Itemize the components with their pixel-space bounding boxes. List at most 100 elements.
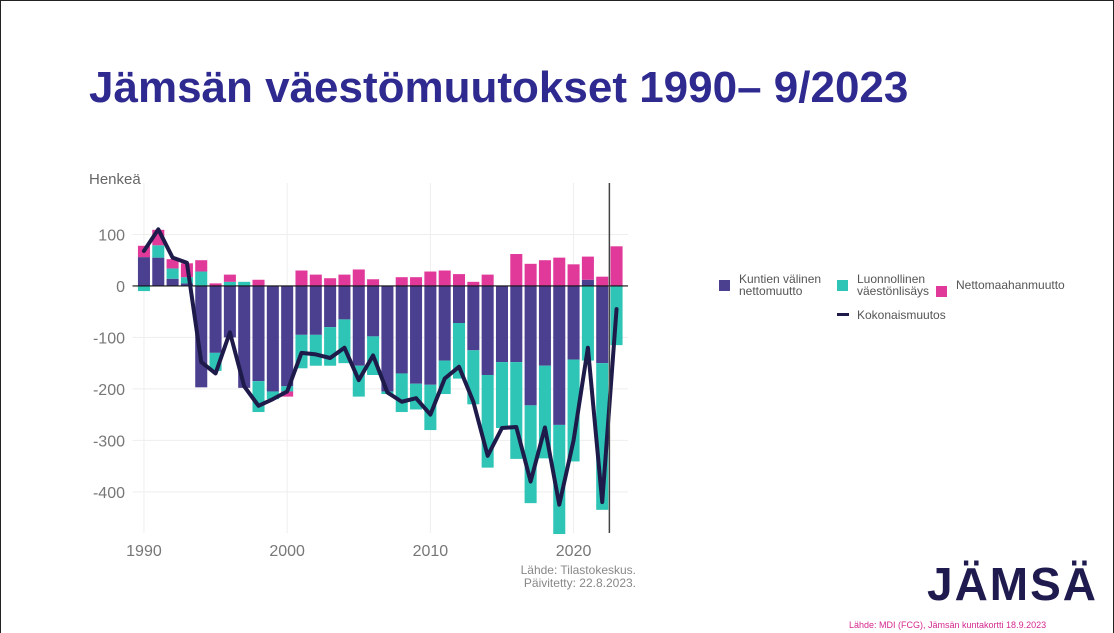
bar-segment (424, 271, 437, 286)
bar-segment (338, 274, 351, 286)
source-note: Päivitetty: 22.8.2023. (524, 576, 636, 590)
slide-title: Jämsän väestömuutokset 1990– 9/2023 (89, 63, 909, 112)
bar-segment (553, 424, 566, 535)
bar-segment (195, 260, 208, 272)
bar-segment (438, 285, 451, 361)
bar-segment (452, 285, 466, 323)
bar-segment (424, 384, 437, 431)
bar-segment (467, 285, 480, 351)
bar-segment (481, 285, 494, 375)
bar-segment (180, 277, 193, 284)
y-tick-label: -300 (93, 433, 125, 450)
bar-segment (238, 285, 251, 388)
y-axis-label: Henkeä (89, 171, 141, 188)
bar-segment (424, 285, 437, 385)
bar-segment (438, 270, 451, 286)
bar-segment (610, 246, 623, 286)
bar-segment (367, 279, 380, 286)
legend-label: Kokonaismuutos (857, 308, 946, 322)
bar-segment (452, 323, 466, 379)
bar-segment (538, 260, 551, 286)
bar-segment (338, 285, 351, 320)
bar-segment (524, 405, 537, 504)
bar-segment (367, 285, 380, 337)
bar-segment (538, 285, 551, 366)
bar-segment (137, 285, 150, 292)
bar-segment (395, 277, 408, 286)
bar-segment (166, 259, 179, 269)
bar-segment (567, 285, 580, 360)
bar-segment (410, 285, 423, 384)
x-tick-label: 2020 (556, 543, 592, 560)
bar-segment (381, 285, 394, 392)
bar-segment (295, 285, 308, 335)
bar-segment (481, 274, 494, 286)
bar-segment (166, 278, 179, 286)
total-line (141, 227, 619, 507)
bar-segment (524, 285, 537, 406)
bar-segment (495, 362, 508, 428)
bar-segment (137, 257, 150, 286)
bar-segment (495, 285, 508, 363)
bar-segment (553, 257, 566, 286)
bar-segment (152, 245, 165, 258)
y-tick-label: 0 (116, 279, 125, 296)
legend-label: Kuntien välinen nettomuutto (739, 272, 822, 298)
bar-segment (324, 285, 337, 328)
bar-segment (295, 270, 308, 286)
bar-segment (352, 285, 365, 366)
legend-swatch (837, 280, 848, 291)
bar-segment (510, 285, 523, 363)
bar-segment (166, 268, 179, 279)
y-tick-label: -400 (93, 485, 125, 502)
bar-segment (581, 256, 594, 280)
x-tick-label: 2000 (269, 543, 305, 560)
bar-segment (524, 263, 537, 286)
bar-segment (180, 283, 193, 286)
y-tick-label: 100 (98, 227, 125, 244)
legend-label: Luonnollinen väestönlisäys (857, 272, 930, 298)
legend-swatch (719, 280, 730, 291)
x-tick-label: 2010 (413, 543, 449, 560)
bar-segment (238, 281, 251, 286)
bar-segment (281, 391, 294, 397)
bar-segment (395, 285, 408, 374)
bar-segment (567, 264, 580, 286)
bar-segment (581, 285, 594, 361)
bar-segment (410, 277, 423, 286)
bar-segment (510, 254, 523, 286)
bar-segment (252, 279, 265, 286)
bar-segment (209, 285, 222, 353)
x-tick-label: 1990 (126, 543, 162, 560)
bar-segment (252, 285, 265, 382)
bar-segment (352, 269, 365, 286)
source-note: Lähde: Tilastokeskus. (521, 563, 636, 577)
bar-segment (266, 285, 279, 392)
bar-segment (223, 285, 236, 338)
bar-segment (581, 279, 594, 286)
bar-segment (309, 285, 322, 335)
bar-segment (596, 285, 609, 364)
bar-segment (324, 278, 337, 286)
bar-segment (152, 257, 165, 286)
y-tick-label: -100 (93, 330, 125, 347)
bar-segment (209, 283, 222, 286)
bar-segment (281, 285, 294, 387)
legend-swatch (837, 313, 849, 316)
footer: Lähde: MDI (FCG), Jämsän kuntakortti 18.… (849, 620, 1047, 630)
y-tick-label: -200 (93, 382, 125, 399)
bar-segment (309, 274, 322, 286)
bar-segment (223, 281, 236, 286)
legend-label: Nettomaahanmuutto (956, 278, 1065, 292)
bar-segment (596, 276, 609, 286)
bar-segment (195, 271, 208, 286)
bar-segment (452, 274, 466, 286)
bar-segment (223, 274, 236, 282)
bar-segment (467, 281, 480, 286)
bar-segment (567, 359, 580, 462)
bar-segment (266, 391, 279, 400)
bar-segment (309, 334, 322, 366)
bar-segment (395, 373, 408, 413)
